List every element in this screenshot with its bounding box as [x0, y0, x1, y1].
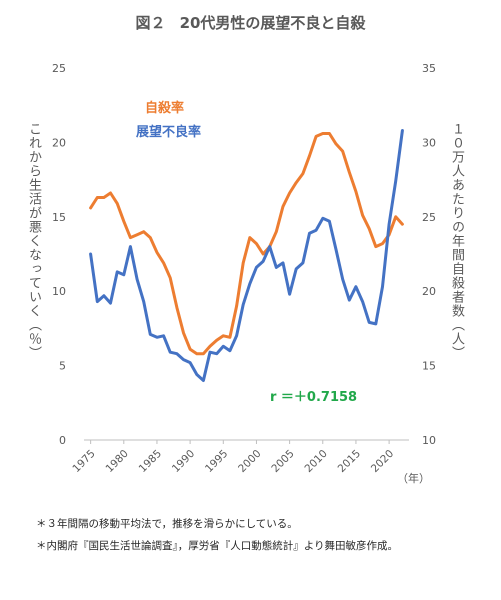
x-axis-unit-label: （年）	[397, 472, 430, 485]
series-line-poor-outlook	[89, 129, 404, 382]
chart-title: 図２ 20代男性の展望不良と自殺	[0, 12, 501, 33]
y-right-tick-label: 10	[422, 434, 436, 447]
y-left-tick-label: 0	[59, 434, 66, 447]
series-line-suicide-rate	[89, 132, 404, 356]
x-tick-label: 2005	[269, 448, 296, 475]
x-tick-label: 2010	[303, 448, 330, 475]
y-right-tick-label: 25	[422, 211, 436, 224]
x-tick-label: 1980	[104, 448, 131, 475]
footnote-source: ＊内閣府『国民生活世論調査』，厚労省『人口動態統計』より舞田敏彦作成。	[36, 540, 399, 552]
footnote-method: ＊３年間隔の移動平均法で，推移を滑らかにしている。	[36, 518, 298, 530]
y-right-tick-label: 35	[422, 62, 436, 75]
y-left-tick-label: 20	[52, 136, 66, 149]
y-left-tick-label: 10	[52, 285, 66, 298]
figure-title: 20代男性の展望不良と自殺	[179, 14, 366, 32]
y-left-tick-label: 15	[52, 211, 66, 224]
y-left-tick-label: 25	[52, 62, 66, 75]
y-axis-left-label: これから生活が悪くなっていく（％）	[26, 122, 41, 360]
y-right-tick-label: 30	[422, 136, 436, 149]
legend-suicide-rate: 自殺率	[145, 101, 185, 116]
x-tick-label: 1985	[137, 448, 164, 475]
figure-number: 図２	[135, 14, 166, 32]
y-right-tick-label: 20	[422, 285, 436, 298]
correlation-annotation: r ＝＋0.7158	[270, 390, 358, 405]
y-right-tick-label: 15	[422, 360, 436, 373]
x-tick-label: 2020	[369, 448, 396, 475]
x-tick-label: 2015	[336, 448, 363, 475]
x-tick-label: 1975	[70, 448, 97, 475]
y-axis-right-label: １０万人あたりの年間自殺者数（人）	[449, 122, 464, 360]
x-tick-label: 2000	[236, 448, 263, 475]
chart-series	[89, 129, 404, 382]
y-left-tick-label: 5	[59, 360, 66, 373]
x-tick-label: 1990	[170, 448, 197, 475]
chart-axes: 0 5 10 15 20 25 10 15 20 25 30 35 1975 1980 1985 1990 19…	[52, 62, 436, 475]
legend-poor-outlook-rate: 展望不良率	[136, 125, 202, 140]
x-tick-label: 1995	[203, 448, 230, 475]
